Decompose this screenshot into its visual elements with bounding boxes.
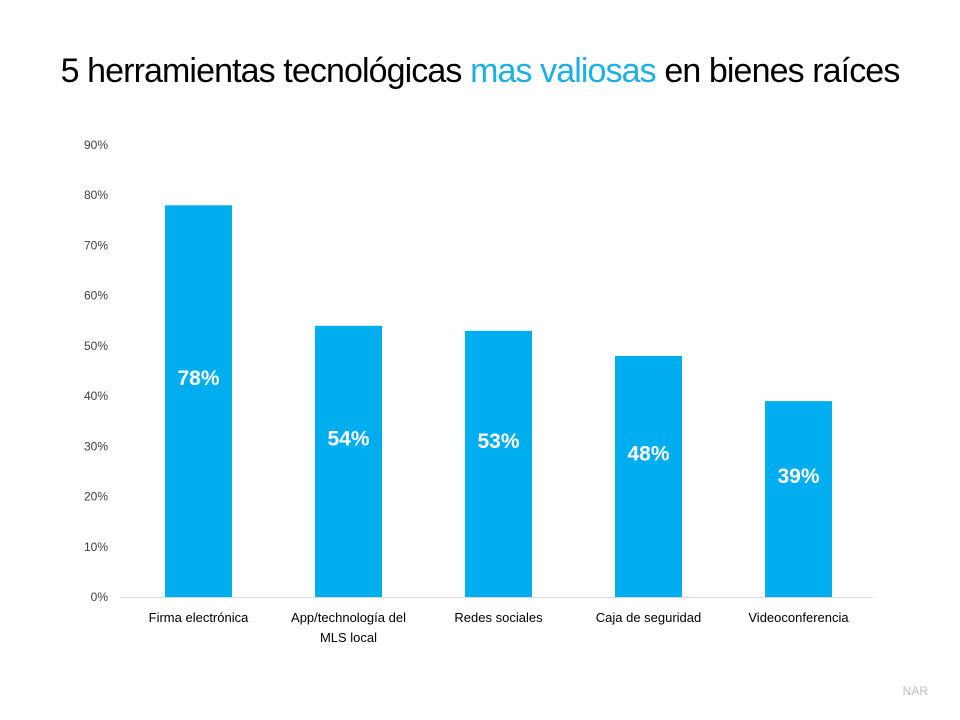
data-label: 78% — [177, 367, 219, 390]
x-tick-label: Videoconferencia — [748, 610, 849, 625]
bar — [465, 330, 532, 597]
y-tick-label: 10% — [84, 540, 108, 554]
source-label: NAR — [902, 684, 928, 698]
data-label: 53% — [477, 430, 519, 453]
x-tick-label: MLS local — [320, 630, 377, 645]
bar — [615, 355, 682, 597]
data-label: 54% — [327, 427, 369, 450]
y-tick-label: 30% — [84, 439, 108, 453]
y-tick-label: 20% — [84, 490, 108, 504]
x-tick-label: App/technología del — [291, 610, 406, 625]
data-label: 48% — [627, 442, 669, 465]
x-tick-label: Caja de seguridad — [596, 610, 702, 625]
bar — [765, 401, 832, 597]
x-tick-label: Redes sociales — [454, 610, 543, 625]
title-text-end: en bienes raíces — [655, 52, 900, 90]
y-tick-label: 80% — [84, 188, 108, 202]
x-tick-label: Firma electrónica — [149, 610, 249, 625]
bar — [315, 325, 382, 597]
y-tick-label: 60% — [84, 289, 108, 303]
title-text: 5 herramientas tecnológicas — [60, 52, 471, 90]
y-tick-label: 0% — [91, 590, 109, 604]
data-label: 39% — [777, 465, 819, 488]
bar — [165, 205, 232, 597]
page-title: 5 herramientas tecnológicas mas valiosas… — [0, 52, 960, 91]
y-tick-label: 70% — [84, 238, 108, 252]
y-tick-label: 40% — [84, 389, 108, 403]
title-highlight: mas valiosas — [470, 52, 657, 90]
y-tick-label: 50% — [84, 339, 108, 353]
y-tick-label: 90% — [84, 138, 108, 152]
